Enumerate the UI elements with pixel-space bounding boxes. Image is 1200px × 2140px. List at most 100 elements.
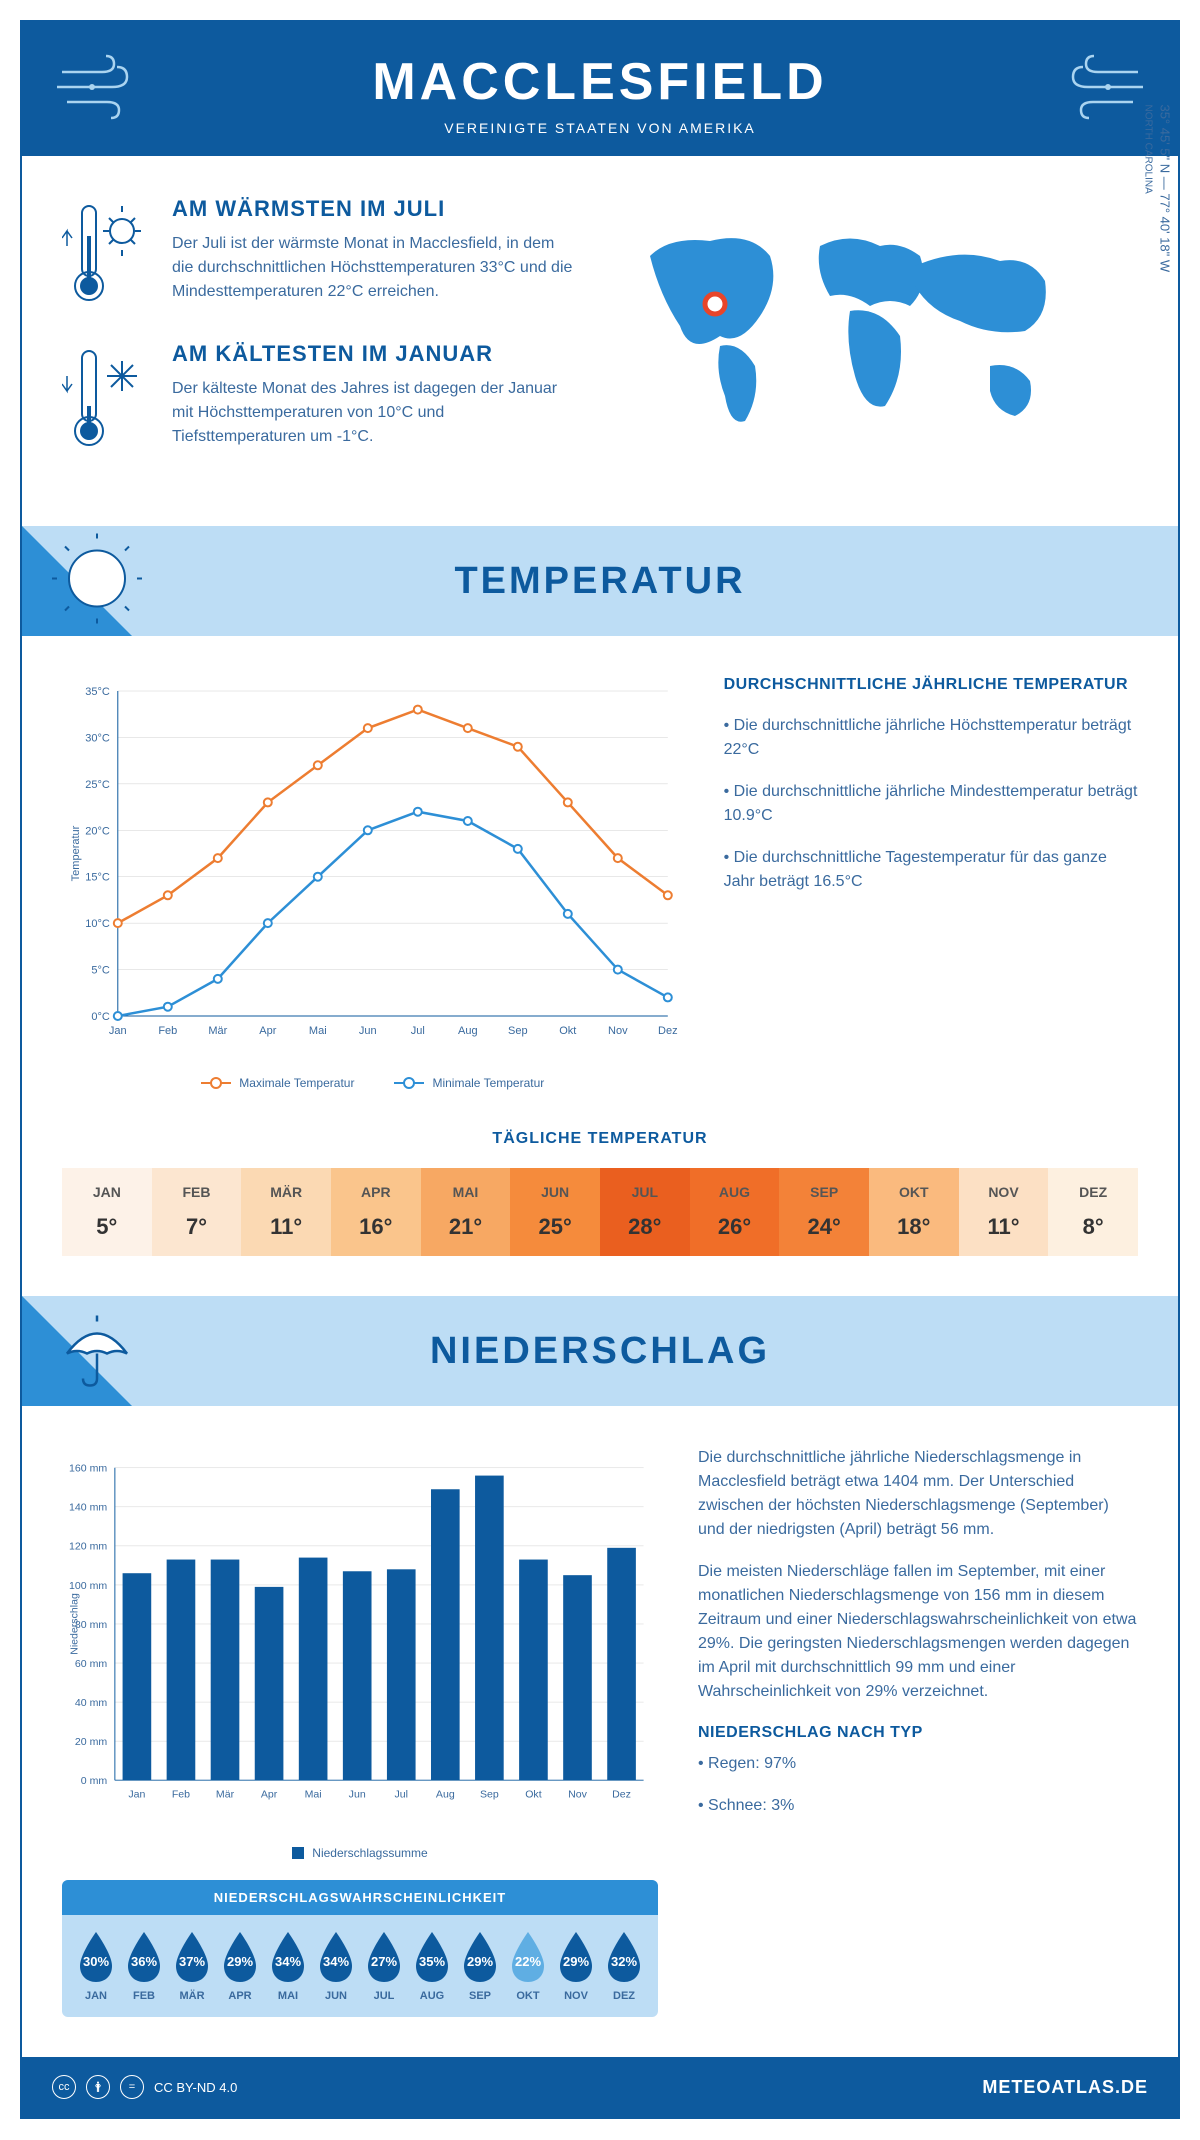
precip-title: NIEDERSCHLAG [430,1330,770,1373]
thermometer-cold-icon [62,341,152,456]
prob-drop: 34% MAI [264,1930,312,2002]
daily-temp-cell: NOV11° [959,1168,1049,1256]
warmest-block: AM WÄRMSTEN IM JULI Der Juli ist der wär… [62,196,580,311]
header: MACCLESFIELD VEREINIGTE STAATEN VON AMER… [22,22,1178,156]
svg-text:Mär: Mär [208,1025,227,1037]
svg-text:Aug: Aug [436,1788,455,1800]
prob-drop: 29% NOV [552,1930,600,2002]
svg-text:Temperatur: Temperatur [70,825,82,881]
temp-desc-title: DURCHSCHNITTLICHE JÄHRLICHE TEMPERATUR [724,676,1138,694]
coldest-text: Der kälteste Monat des Jahres ist dagege… [172,377,580,449]
probability-box: NIEDERSCHLAGSWAHRSCHEINLICHKEIT 30% JAN … [62,1880,658,2017]
svg-text:Sep: Sep [508,1025,528,1037]
prob-drop: 30% JAN [72,1930,120,2002]
svg-text:Feb: Feb [172,1788,190,1800]
svg-text:Jan: Jan [109,1025,127,1037]
daily-temp-cell: MÄR11° [241,1168,331,1256]
svg-text:Mai: Mai [305,1788,322,1800]
svg-text:Okt: Okt [525,1788,541,1800]
prob-drop: 32% DEZ [600,1930,648,2002]
prob-drop: 34% JUN [312,1930,360,2002]
svg-text:Jan: Jan [128,1788,145,1800]
brand-name: METEOATLAS.DE [982,2077,1148,2098]
coldest-title: AM KÄLTESTEN IM JANUAR [172,341,580,367]
warmest-title: AM WÄRMSTEN IM JULI [172,196,580,222]
svg-text:Jun: Jun [359,1025,377,1037]
precip-legend: Niederschlagssumme [62,1846,658,1860]
svg-text:Aug: Aug [458,1025,478,1037]
umbrella-icon [52,1304,142,1399]
svg-text:20°C: 20°C [85,825,110,837]
svg-text:Mär: Mär [216,1788,235,1800]
svg-text:30°C: 30°C [85,732,110,744]
svg-text:120 mm: 120 mm [69,1541,107,1553]
svg-text:Jun: Jun [349,1788,366,1800]
precip-type-1: • Regen: 97% [698,1752,1138,1776]
daily-temp-cell: OKT18° [869,1168,959,1256]
intro-section: AM WÄRMSTEN IM JULI Der Juli ist der wär… [22,156,1178,526]
coldest-block: AM KÄLTESTEN IM JANUAR Der kälteste Mona… [62,341,580,456]
precip-section-header: NIEDERSCHLAG [22,1296,1178,1406]
svg-text:100 mm: 100 mm [69,1580,107,1592]
svg-text:Apr: Apr [261,1788,278,1800]
svg-text:Sep: Sep [480,1788,499,1800]
thermometer-hot-icon [62,196,152,311]
svg-text:Niederschlag: Niederschlag [68,1593,80,1655]
daily-temp-cell: JUL28° [600,1168,690,1256]
precip-type-2: • Schnee: 3% [698,1794,1138,1818]
wind-icon-right [1048,52,1148,127]
svg-text:60 mm: 60 mm [75,1658,107,1670]
page-title: MACCLESFIELD [22,52,1178,112]
temp-title: TEMPERATUR [454,560,745,603]
temp-desc-2: • Die durchschnittliche jährliche Mindes… [724,780,1138,828]
temp-desc-1: • Die durchschnittliche jährliche Höchst… [724,714,1138,762]
svg-text:Dez: Dez [612,1788,631,1800]
svg-text:35°C: 35°C [85,686,110,698]
daily-temp-cell: JUN25° [510,1168,600,1256]
svg-text:0°C: 0°C [91,1011,110,1023]
prob-drop: 35% AUG [408,1930,456,2002]
svg-text:15°C: 15°C [85,872,110,884]
daily-temp-cell: SEP24° [779,1168,869,1256]
daily-temp-cell: FEB7° [152,1168,242,1256]
temp-chart-area: 0°C5°C10°C15°C20°C25°C30°C35°CJanFebMärA… [22,636,1178,1130]
precip-text-2: Die meisten Niederschläge fallen im Sept… [698,1560,1138,1704]
svg-text:Nov: Nov [608,1025,628,1037]
svg-text:25°C: 25°C [85,779,110,791]
daily-temp-cell: JAN5° [62,1168,152,1256]
svg-text:20 mm: 20 mm [75,1736,107,1748]
daily-temp-cell: MAI21° [421,1168,511,1256]
svg-text:160 mm: 160 mm [69,1463,107,1475]
precip-type-title: NIEDERSCHLAG NACH TYP [698,1724,1138,1742]
prob-drop: 27% JUL [360,1930,408,2002]
page-subtitle: VEREINIGTE STAATEN VON AMERIKA [22,120,1178,136]
license-text: CC BY-ND 4.0 [154,2080,237,2095]
warmest-text: Der Juli ist der wärmste Monat in Maccle… [172,232,580,304]
temp-desc-3: • Die durchschnittliche Tagestemperatur … [724,846,1138,894]
svg-text:Feb: Feb [158,1025,177,1037]
precip-bar-chart: 0 mm20 mm40 mm60 mm80 mm100 mm120 mm140 … [62,1446,658,1826]
svg-text:Mai: Mai [309,1025,327,1037]
prob-drop: 29% SEP [456,1930,504,2002]
prob-drop: 22% OKT [504,1930,552,2002]
prob-drop: 29% APR [216,1930,264,2002]
precip-text-1: Die durchschnittliche jährliche Niedersc… [698,1446,1138,1542]
svg-text:Nov: Nov [568,1788,588,1800]
prob-title: NIEDERSCHLAGSWAHRSCHEINLICHKEIT [62,1880,658,1915]
svg-text:Jul: Jul [394,1788,408,1800]
daily-temp-table: TÄGLICHE TEMPERATUR JAN5°FEB7°MÄR11°APR1… [22,1130,1178,1296]
daily-temp-cell: DEZ8° [1048,1168,1138,1256]
svg-text:5°C: 5°C [91,965,110,977]
precip-chart-area: 0 mm20 mm40 mm60 mm80 mm100 mm120 mm140 … [22,1406,1178,2057]
cc-icon: cc [52,2075,76,2099]
daily-temp-title: TÄGLICHE TEMPERATUR [62,1130,1138,1148]
svg-text:Dez: Dez [658,1025,678,1037]
nd-icon: = [120,2075,144,2099]
prob-drop: 36% FEB [120,1930,168,2002]
wind-icon-left [52,52,152,127]
footer: cc 🛉 = CC BY-ND 4.0 METEOATLAS.DE [22,2057,1178,2117]
svg-text:140 mm: 140 mm [69,1502,107,1514]
temp-section-header: TEMPERATUR [22,526,1178,636]
temp-line-chart: 0°C5°C10°C15°C20°C25°C30°C35°CJanFebMärA… [62,676,684,1056]
svg-text:40 mm: 40 mm [75,1697,107,1709]
